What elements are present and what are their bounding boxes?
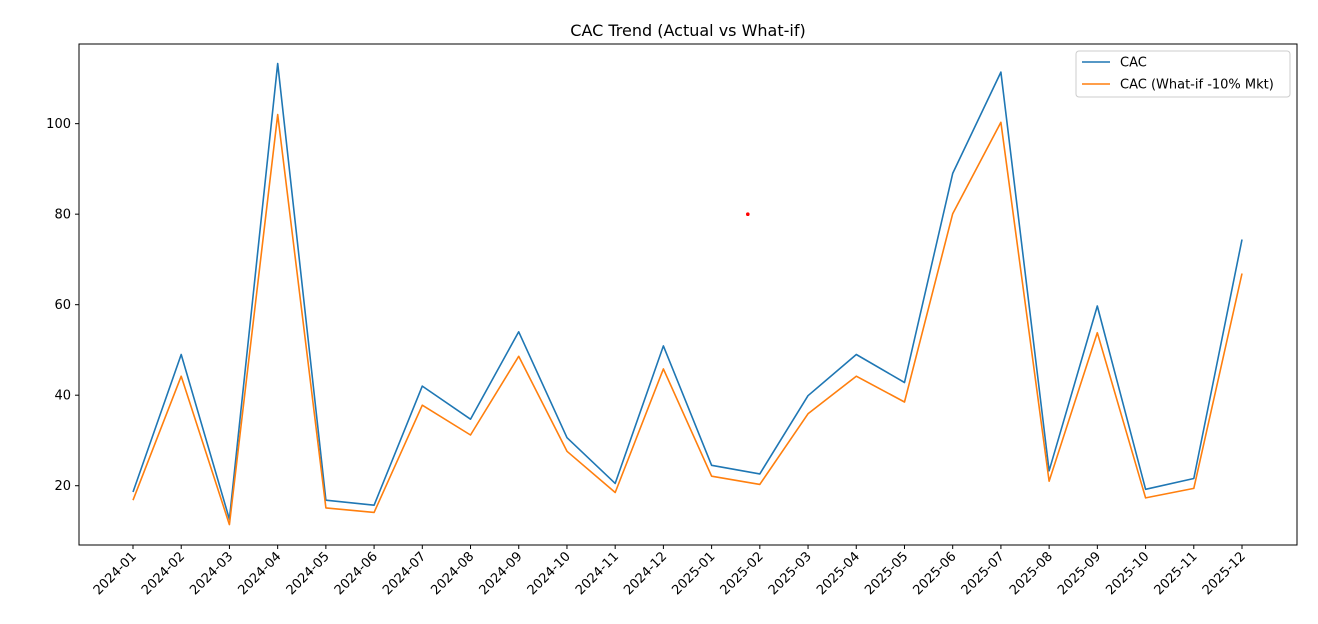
red-marker-point [746,212,750,216]
legend: CAC CAC (What-if -10% Mkt) [1075,50,1291,98]
y-axis: 20 40 60 80 100 [46,117,79,494]
plot-area-frame [78,43,1298,546]
annotations [746,212,750,216]
chart-title: CAC Trend (Actual vs What-if) [570,21,805,40]
y-tick-label: 20 [54,479,71,494]
y-tick-label: 40 [54,389,71,404]
legend-label-1: CAC [1120,56,1147,71]
y-tick-label: 80 [54,208,71,223]
y-tick-label: 100 [46,117,71,132]
legend-label-2: CAC (What-if -10% Mkt) [1120,78,1274,93]
legend-box [1075,50,1291,98]
y-tick-label: 60 [54,298,71,313]
series-lines [132,62,1243,526]
series-line-2 [132,113,1243,526]
series-line-1 [132,62,1243,521]
